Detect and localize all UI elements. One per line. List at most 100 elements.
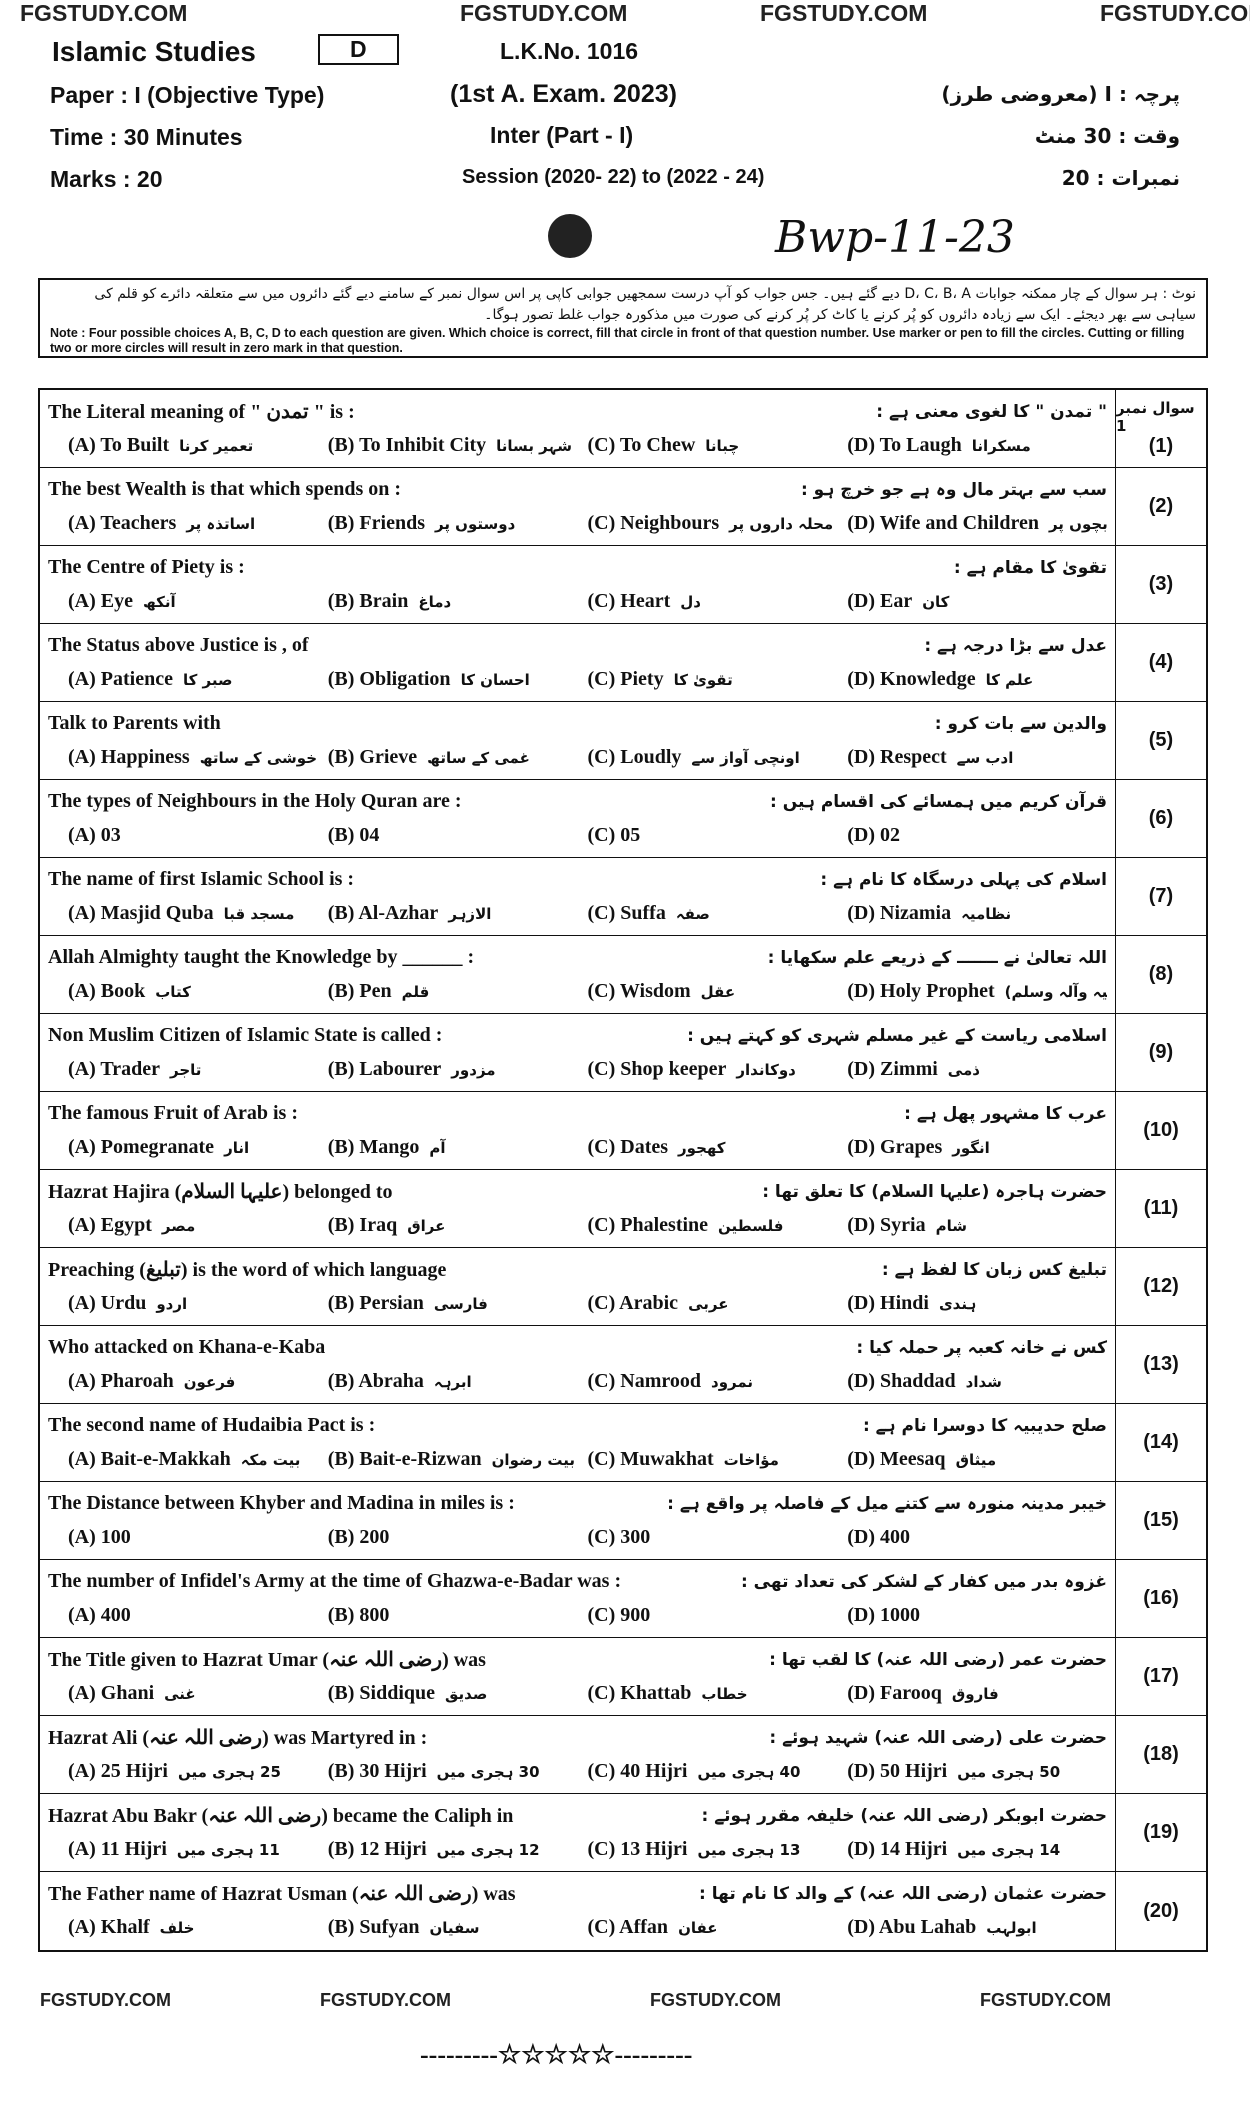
question-line: The Title given to Hazrat Umar (رضی اللہ… — [48, 1642, 1107, 1676]
question-line: Who attacked on Khana-e-Kaba کس نے خانہ ک… — [48, 1330, 1107, 1364]
option-english: Respect — [880, 745, 947, 768]
option-urdu: فارسی — [433, 1294, 488, 1313]
question-number-cell: (8) — [1115, 936, 1206, 1013]
question-body: The number of Infidel's Army at the time… — [40, 1560, 1115, 1637]
option-english: Mango — [359, 1135, 420, 1158]
question-body: The Father name of Hazrat Usman (رضی الل… — [40, 1872, 1115, 1950]
option: (C) Muwakhat مؤاخات — [588, 1448, 848, 1471]
question-line: The Father name of Hazrat Usman (رضی الل… — [48, 1876, 1107, 1910]
option-letter: (B) — [327, 511, 355, 534]
option-urdu: 14 ہجری میں — [957, 1840, 1061, 1859]
option-letter: (D) — [847, 433, 876, 456]
question-table: The Literal meaning of " تمدن " is : " تم… — [38, 388, 1208, 1952]
option-urdu: 12 ہجری میں — [436, 1840, 540, 1859]
question-english: Hazrat Abu Bakr (رضی اللہ عنہ) became th… — [48, 1804, 514, 1827]
option-urdu: ابولہب — [986, 1918, 1037, 1937]
question-body: Talk to Parents with والدین سے بات کرو : (… — [40, 702, 1115, 779]
option-letter: (C) — [587, 433, 616, 456]
watermark: FGSTUDY.COM — [1100, 0, 1250, 26]
option-letter: (D) — [847, 1837, 876, 1860]
option-urdu: 13 ہجری میں — [697, 1840, 801, 1859]
option-letter: (B) — [327, 1603, 355, 1626]
options: (A) Trader تاجر (B) Labourer مزدور (C) Shop … — [48, 1052, 1107, 1086]
option-letter: (A) — [68, 667, 96, 690]
option: (B) 04 — [328, 824, 588, 847]
option: (A) 03 — [68, 824, 328, 847]
option-letter: (D) — [847, 1525, 876, 1548]
option-letter: (B) — [327, 1759, 355, 1782]
option-english: Syria — [880, 1213, 926, 1236]
question-urdu: تبلیغ کس زبان کا لفظ ہے : — [881, 1259, 1107, 1280]
option: (A) To Built تعمیر کرنا — [68, 434, 328, 457]
option-urdu: 40 ہجری میں — [697, 1762, 801, 1781]
question-number-cell: (19) — [1115, 1794, 1206, 1871]
option: (A) 400 — [68, 1604, 328, 1627]
question-body: Preaching (تبلیغ) is the word of which l… — [40, 1248, 1115, 1325]
question-body: The name of first Islamic School is : اسل… — [40, 858, 1115, 935]
option-letter: (C) — [587, 1759, 616, 1782]
option-letter: (A) — [68, 433, 96, 456]
option-english: Patience — [100, 667, 173, 690]
option-letter: (D) — [847, 511, 876, 534]
option-urdu: کھجور — [678, 1138, 726, 1157]
option: (A) Urdu اردو — [68, 1292, 328, 1315]
option-english: Holy Prophet — [880, 979, 995, 1002]
option: (A) Egypt مصر — [68, 1214, 328, 1237]
option-letter: (B) — [327, 1915, 355, 1938]
option-letter: (B) — [327, 1447, 355, 1470]
option-english: Friends — [359, 511, 425, 534]
question-row: The name of first Islamic School is : اسل… — [40, 858, 1206, 936]
option: (D) Ear کان — [847, 590, 1107, 613]
question-row: Hazrat Hajira (علیہا السلام) belonged to… — [40, 1170, 1206, 1248]
question-line: The name of first Islamic School is : اسل… — [48, 862, 1107, 896]
question-english: Non Muslim Citizen of Islamic State is c… — [48, 1023, 443, 1046]
option: (A) Khalf خلف — [68, 1916, 328, 1939]
option-letter: (B) — [327, 1681, 355, 1704]
question-urdu: " تمدن " کا لغوی معنی ہے : — [876, 401, 1107, 422]
option-letter: (D) — [847, 1369, 876, 1392]
option: (D) 400 — [847, 1526, 1107, 1549]
options: (A) Khalf خلف (B) Sufyan سفیان (C) Affan عفان… — [48, 1910, 1107, 1944]
option: (B) 30 Hijri 30 ہجری میں — [328, 1760, 588, 1783]
note-english: Note : Four possible choices A, B, C, D … — [50, 326, 1185, 355]
option: (C) Dates کھجور — [588, 1136, 848, 1159]
option-english: 40 Hijri — [620, 1759, 688, 1782]
option-english: Egypt — [100, 1213, 152, 1236]
options: (A) Eye آنکھ (B) Brain دماغ (C) Heart دل (D) E… — [48, 584, 1107, 618]
question-urdu: اسلامی ریاست کے غیر مسلم شہری کو کہتے ہی… — [687, 1025, 1107, 1046]
time: Time : 30 Minutes — [50, 124, 243, 150]
option-urdu: دماغ — [418, 592, 452, 611]
question-english: The Status above Justice is , of — [48, 633, 309, 656]
option-english: Nizamia — [880, 901, 952, 924]
option-letter: (B) — [327, 589, 355, 612]
option: (D) Knowledge علم کا — [847, 668, 1107, 691]
watermark: FGSTUDY.COM — [40, 1990, 172, 2010]
option: (A) Happiness خوشی کے ساتھ — [68, 746, 328, 769]
question-number-cell: (17) — [1115, 1638, 1206, 1715]
option-urdu: صدیق — [445, 1684, 488, 1703]
option-letter: (B) — [327, 433, 355, 456]
option-urdu: 30 ہجری میں — [436, 1762, 540, 1781]
question-number: (16) — [1143, 1587, 1179, 1609]
question-urdu: حضرت علی (رضی اللہ عنہ) شہید ہوئے : — [769, 1727, 1107, 1748]
option-letter: (A) — [68, 1681, 96, 1704]
time-urdu: وقت : 30 منٹ — [1034, 124, 1180, 148]
inter: Inter (Part - I) — [490, 122, 634, 148]
question-urdu: تقویٰ کا مقام ہے : — [953, 557, 1107, 578]
question-urdu: حضرت عمر (رضی اللہ عنہ) کا لقب تھا : — [769, 1649, 1107, 1670]
option-english: Shop keeper — [620, 1057, 727, 1080]
option-english: Meesaq — [880, 1447, 946, 1470]
option-urdu: غمی کے ساتھ — [427, 748, 530, 767]
question-line: Allah Almighty taught the Knowledge by _… — [48, 940, 1107, 974]
option-english: 800 — [359, 1603, 390, 1626]
question-number: (12) — [1143, 1275, 1179, 1297]
question-english: The second name of Hudaibia Pact is : — [48, 1413, 376, 1436]
option: (B) Iraq عراق — [328, 1214, 588, 1237]
question-row: The number of Infidel's Army at the time… — [40, 1560, 1206, 1638]
option-letter: (C) — [587, 1837, 616, 1860]
option-letter: (C) — [587, 1291, 616, 1314]
question-english: The famous Fruit of Arab is : — [48, 1101, 298, 1124]
question-urdu: کس نے خانہ کعبہ پر حملہ کیا : — [856, 1337, 1107, 1358]
question-line: The Status above Justice is , of عدل سے ب… — [48, 628, 1107, 662]
option: (D) Meesaq میثاق — [847, 1448, 1107, 1471]
